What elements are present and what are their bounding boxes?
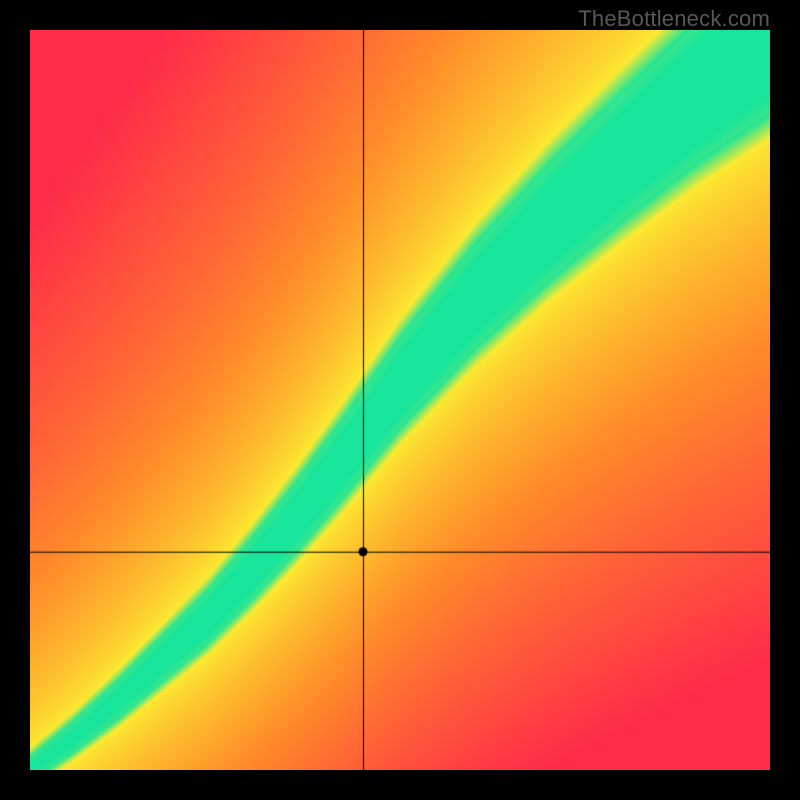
heatmap-canvas bbox=[30, 30, 770, 770]
watermark-text: TheBottleneck.com bbox=[578, 6, 770, 32]
chart-container: TheBottleneck.com bbox=[0, 0, 800, 800]
plot-area bbox=[30, 30, 770, 770]
